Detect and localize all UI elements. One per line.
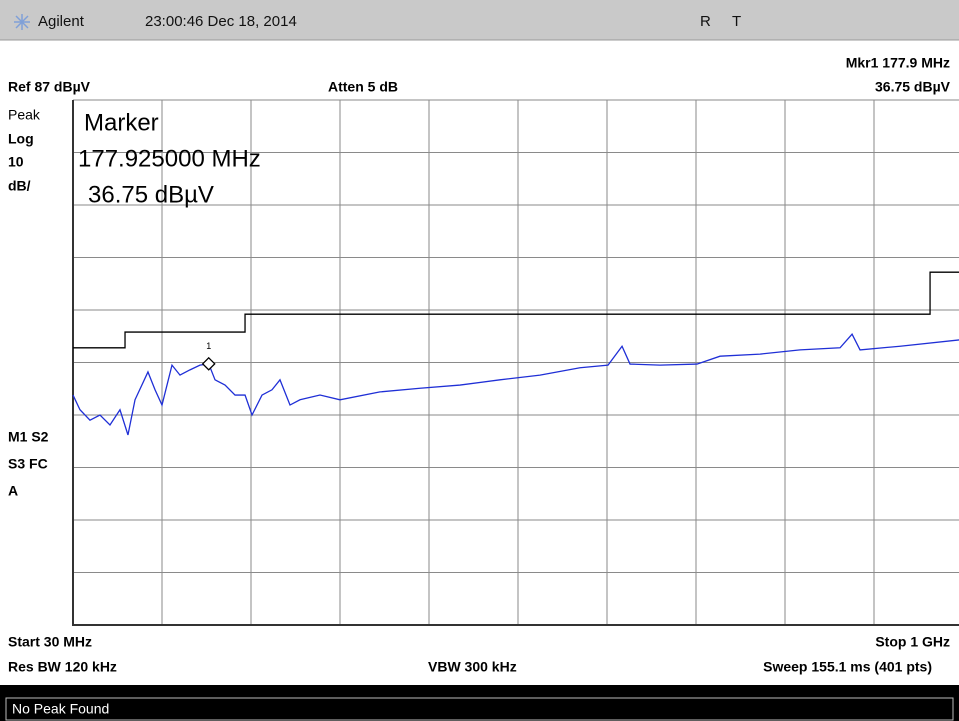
- brand: Agilent: [38, 13, 85, 30]
- start-frequency: Start 30 MHz: [8, 634, 92, 650]
- status-frame: [5, 697, 954, 721]
- vbw: VBW 300 kHz: [428, 659, 517, 675]
- side-line: A: [8, 483, 18, 499]
- logo: [14, 14, 30, 30]
- trace-trace: [72, 333, 959, 436]
- scale-line: Peak: [8, 107, 41, 123]
- status-message: No Peak Found: [12, 701, 109, 717]
- marker-box-level: 36.75 dBµV: [88, 181, 214, 208]
- marker: [201, 356, 216, 371]
- marker-box-frequency: 177.925000 MHz: [78, 145, 261, 172]
- flag: T: [732, 13, 741, 30]
- side-line: S3 FC: [8, 456, 48, 472]
- scale-line: 10: [8, 154, 24, 170]
- attenuation: Atten 5 dB: [328, 79, 398, 95]
- scale-line: dB/: [8, 178, 31, 194]
- flag: R: [700, 13, 711, 30]
- sweep: Sweep 155.1 ms (401 pts): [763, 659, 932, 675]
- reference-level: Ref 87 dBµV: [8, 79, 91, 95]
- timestamp: 23:00:46 Dec 18, 2014: [145, 13, 297, 30]
- marker-label: 1: [206, 341, 211, 351]
- marker-readout: Mkr1 177.9 MHz: [846, 55, 950, 71]
- scale-line: Log: [8, 131, 34, 147]
- title-bar: [0, 0, 959, 40]
- trace-limit: [73, 271, 959, 349]
- rbw: Res BW 120 kHz: [8, 659, 117, 675]
- plot-area: 1: [72, 99, 959, 626]
- side-line: M1 S2: [8, 429, 49, 445]
- marker-box-title: Marker: [84, 109, 159, 136]
- status-bar: [0, 685, 959, 721]
- marker-level: 36.75 dBµV: [875, 79, 951, 95]
- stop-frequency: Stop 1 GHz: [875, 634, 950, 650]
